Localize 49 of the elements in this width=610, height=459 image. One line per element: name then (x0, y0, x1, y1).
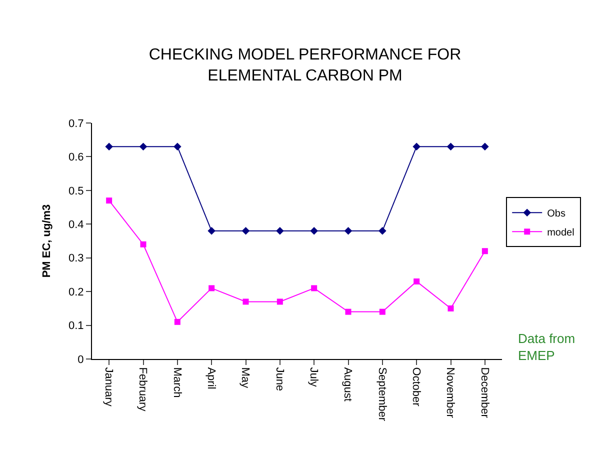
point (242, 298, 249, 305)
point (208, 285, 215, 292)
y-tick-label: 0.6 (68, 152, 84, 164)
point (174, 318, 180, 325)
y-tick-label: 0.3 (68, 252, 84, 265)
point (414, 278, 420, 284)
x-tick-label: January (102, 367, 115, 407)
point (446, 142, 455, 150)
x-tick-label: October (410, 367, 422, 407)
x-tick-label: March (170, 367, 183, 398)
x-tick-label: August (342, 367, 354, 402)
y-tick-label: 0 (78, 354, 84, 366)
point (105, 142, 113, 150)
point (106, 198, 112, 204)
point (448, 305, 454, 312)
x-tick-label: May (239, 367, 252, 388)
point (276, 298, 283, 305)
point (379, 308, 386, 315)
point (276, 226, 284, 235)
point (140, 241, 146, 248)
x-tick-label: July (308, 367, 320, 388)
x-tick-label: June (273, 367, 286, 392)
x-tick-label: September (376, 367, 388, 422)
point (174, 142, 182, 150)
chart-title: CHECKING MODEL PERFORMANCE FOR ELEMENTAL CARBON PM (148, 46, 462, 84)
y-tick-label: 0.7 (68, 118, 84, 130)
x-tick-label: November (444, 367, 456, 418)
y-axis-title: PM EC, ug/m3 (41, 204, 54, 278)
x-tick-label: February (136, 367, 149, 412)
legend-label: model (547, 228, 574, 239)
point (242, 226, 250, 235)
y-tick-label: 0.4 (68, 218, 84, 231)
point (344, 226, 352, 235)
point (481, 142, 489, 150)
y-tick-label: 0.5 (68, 185, 84, 198)
y-tick-label: 0.2 (68, 286, 84, 298)
y-tick-label: 0.1 (68, 320, 84, 332)
legend-label: Obs (547, 208, 566, 220)
point (311, 285, 318, 292)
point (345, 308, 352, 315)
point (412, 142, 420, 150)
point (208, 226, 216, 235)
point (482, 248, 488, 254)
point (139, 142, 148, 150)
text: Data from EMEP (518, 331, 576, 363)
point (378, 226, 386, 235)
point (310, 226, 318, 235)
x-tick-label: April (205, 367, 218, 390)
x-tick-label: December (478, 367, 490, 418)
